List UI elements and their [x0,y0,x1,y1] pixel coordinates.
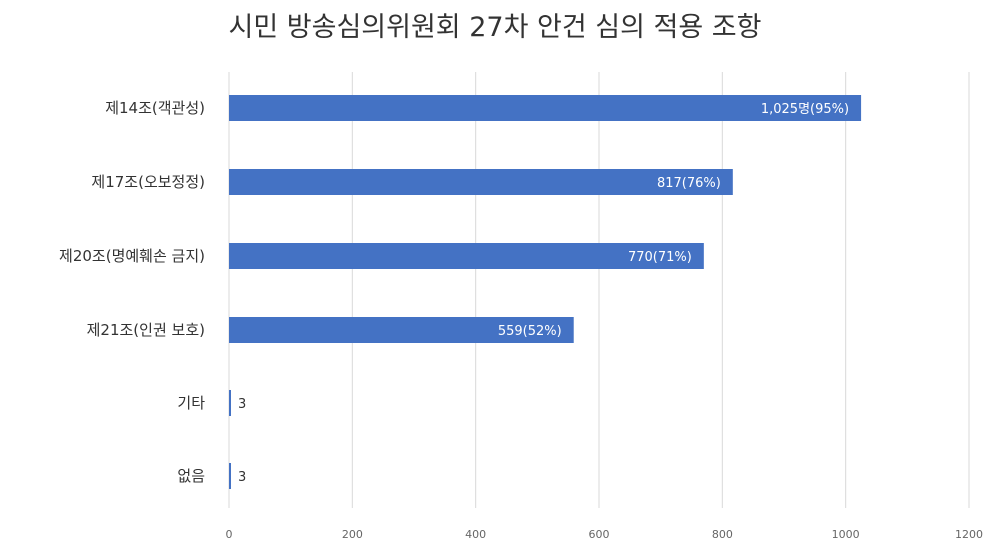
category-label: 제14조(객관성) [105,99,205,117]
grid-lines [228,72,970,508]
x-tick-label: 1000 [832,528,860,541]
bar [229,169,733,195]
category-labels: 제14조(객관성) 제17조(오보정정) 제20조(명예훼손 금지) 제21조(인권 … [59,99,205,485]
data-label: 1,025명(95%) [761,102,849,117]
bar [229,390,231,416]
x-tick-label: 400 [465,528,486,541]
bar [229,463,231,489]
x-tick-label: 600 [589,528,610,541]
bar [229,317,574,343]
x-tick-label: 200 [342,528,363,541]
category-label: 제20조(명예훼손 금지) [59,247,205,265]
bar [229,243,704,269]
bar [229,95,862,121]
category-label: 제21조(인권 보호) [87,321,205,339]
x-axis-tick-labels: 0 200 400 600 800 1000 1200 [226,528,984,541]
x-tick-label: 1200 [955,528,983,541]
data-label: 559(52%) [498,324,562,339]
data-label: 817(76%) [657,176,721,191]
category-label: 제17조(오보정정) [91,173,205,191]
bars [229,95,862,489]
x-tick-label: 0 [226,528,233,541]
chart-title: 시민 방송심의위원회 27차 안건 심의 적용 조항 [229,12,762,43]
data-labels: 1,025명(95%) 817(76%) 770(71%) 559(52%) 3 3 [238,102,849,485]
data-label: 3 [238,470,246,485]
data-label: 770(71%) [628,250,692,265]
x-tick-label: 800 [712,528,733,541]
category-label: 없음 [177,467,205,485]
data-label: 3 [238,397,246,412]
category-label: 기타 [177,394,205,412]
